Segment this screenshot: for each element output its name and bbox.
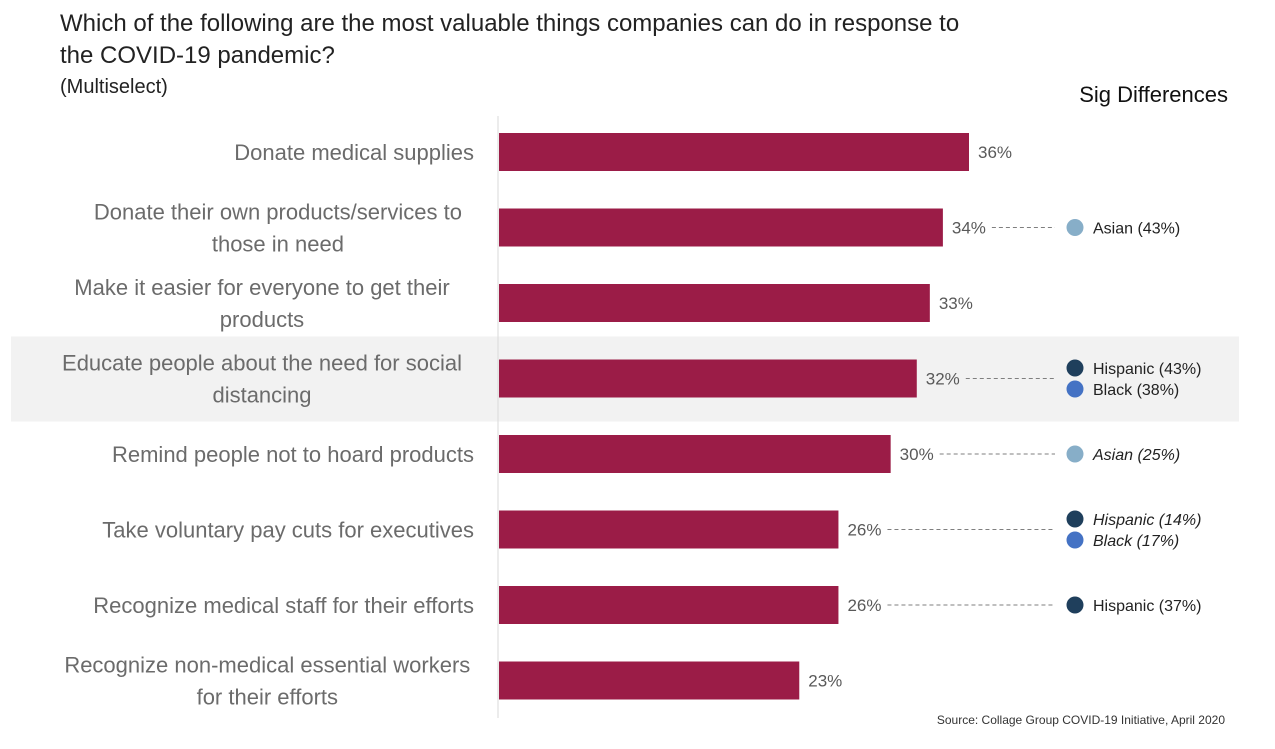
bar <box>499 133 969 171</box>
category-label: Make it easier for everyone to get their… <box>74 275 449 332</box>
chart-subtitle: (Multiselect) <box>60 76 168 98</box>
bar <box>499 359 917 398</box>
data-label: 33% <box>939 294 973 313</box>
black-dot-icon <box>1066 531 1084 549</box>
bar <box>499 586 839 624</box>
hispanic-dot-icon <box>1066 510 1084 528</box>
data-label: 34% <box>952 219 986 238</box>
sig-difference-label: Black (38%) <box>1093 382 1179 399</box>
asian-dot-icon <box>1066 445 1084 463</box>
sig-differences-header: Sig Differences <box>1079 82 1228 107</box>
sig-difference-label: Hispanic (37%) <box>1093 598 1201 615</box>
source-note: Source: Collage Group COVID-19 Initiativ… <box>936 713 1225 727</box>
sig-difference-label: Asian (43%) <box>1093 221 1180 238</box>
data-label: 30% <box>900 445 934 464</box>
sig-difference-label: Asian (25%) <box>1092 447 1180 464</box>
sig-difference-label: Hispanic (14%) <box>1093 512 1201 529</box>
category-label: Take voluntary pay cuts for executives <box>102 518 474 543</box>
sig-difference-label: Black (17%) <box>1093 533 1179 550</box>
category-label: Educate people about the need for social… <box>62 351 462 408</box>
category-label: Recognize medical staff for their effort… <box>93 593 474 618</box>
data-label: 26% <box>847 596 881 615</box>
chart-title: Which of the following are the most valu… <box>60 10 960 69</box>
data-label: 23% <box>808 672 842 691</box>
data-label: 32% <box>926 370 960 389</box>
category-label: Donate medical supplies <box>234 140 474 165</box>
data-label: 36% <box>978 143 1012 162</box>
category-label: Donate their own products/services to tho… <box>94 200 462 257</box>
bar <box>499 510 839 549</box>
bar <box>499 284 930 322</box>
bar <box>499 661 800 700</box>
hispanic-dot-icon <box>1066 596 1084 614</box>
category-label: Remind people not to hoard products <box>112 442 474 467</box>
hispanic-dot-icon <box>1066 359 1084 377</box>
bar <box>499 208 943 247</box>
data-label: 26% <box>847 521 881 540</box>
asian-dot-icon <box>1066 219 1084 236</box>
sig-difference-label: Hispanic (43%) <box>1093 361 1201 378</box>
category-label: Recognize non-medical essential workers f… <box>64 653 470 710</box>
bar <box>499 435 891 473</box>
black-dot-icon <box>1066 380 1084 398</box>
